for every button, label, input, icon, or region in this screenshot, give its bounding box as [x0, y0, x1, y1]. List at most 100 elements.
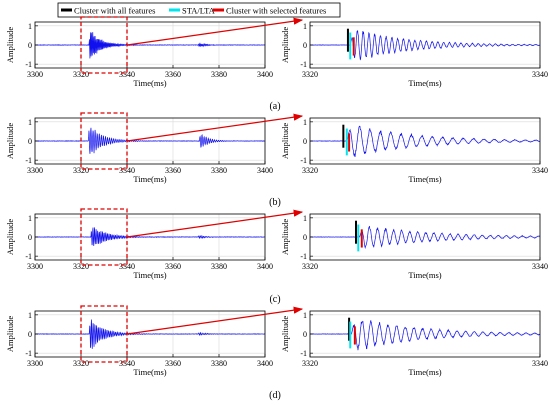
x-axis-label: Time(ms): [408, 367, 441, 377]
y-axis-label: Amplitude: [5, 123, 15, 160]
x-tick-label: 3300: [27, 262, 43, 271]
x-tick-label: 3320: [73, 166, 89, 175]
plot-c-zoom: 3320 3340 -1 0 1 Time(ms) Amplitude: [280, 213, 548, 280]
plot-c-full: 3300 3320 3340 3360 3380 3400 -1 0 1 Time(ms) Ampl…: [5, 208, 304, 280]
y-tick-label: 1: [303, 214, 307, 223]
y-tick-label: 0: [303, 137, 307, 146]
x-tick-label: 3380: [211, 262, 227, 271]
waveform-series: [309, 125, 541, 157]
x-tick-label: 3340: [532, 262, 548, 271]
x-tick-label: 3400: [257, 166, 273, 175]
y-tick-label: 1: [28, 214, 32, 223]
plot-d-full: 3300 3320 3340 3360 3380 3400 -1 0 1 Time(ms) Ampl…: [5, 305, 304, 377]
plot-d-zoom: 3320 3340 -1 0 1 Time(ms) Amplitude: [280, 310, 548, 377]
zoom-arrow: [126, 306, 304, 335]
plot-a-zoom: 3320 3340 -1 0 1 Time(ms) Amplitude: [280, 21, 548, 88]
legend-label-cluster-selected: Cluster with selected features: [226, 6, 326, 16]
y-tick-label: -1: [300, 156, 307, 165]
y-tick-label: -1: [300, 252, 307, 261]
y-tick-label: -1: [300, 349, 307, 358]
x-tick-label: 3380: [211, 166, 227, 175]
x-axis-label: Time(ms): [133, 78, 166, 88]
x-axis-label: Time(ms): [133, 270, 166, 280]
x-axis-label: Time(ms): [408, 174, 441, 184]
y-tick-label: 1: [303, 118, 307, 127]
plot-a-full: 3300 3320 3340 3360 3380 3400 -1 0 1 Time(ms) Ampl…: [5, 16, 304, 88]
y-axis-label: Amplitude: [5, 219, 15, 256]
y-tick-label: 0: [303, 41, 307, 50]
x-axis-label: Time(ms): [408, 78, 441, 88]
x-tick-label: 3400: [257, 70, 273, 79]
waveform-series: [34, 319, 266, 349]
plot-b-full: 3300 3320 3340 3360 3380 3400 -1 0 1 Time(ms) Ampl…: [5, 112, 304, 184]
y-tick-label: 0: [28, 330, 32, 339]
legend: Cluster with all features STA/LTA Cluste…: [57, 2, 341, 18]
x-tick-label: 3320: [302, 166, 318, 175]
x-tick-label: 3340: [532, 359, 548, 368]
x-tick-label: 3400: [257, 359, 273, 368]
y-axis-label: Amplitude: [280, 316, 290, 353]
zoom-arrow: [126, 209, 304, 238]
legend-label-cluster-all: Cluster with all features: [74, 6, 155, 16]
x-tick-label: 3300: [27, 70, 43, 79]
zoom-arrow: [126, 113, 304, 142]
y-tick-label: -1: [25, 349, 32, 358]
x-axis-label: Time(ms): [408, 270, 441, 280]
y-tick-label: 0: [303, 330, 307, 339]
y-axis-label: Amplitude: [280, 219, 290, 256]
waveform-series: [309, 30, 541, 61]
legend-label-sta-lta: STA/LTA: [182, 6, 216, 16]
x-tick-label: 3340: [119, 166, 135, 175]
plot-b-zoom: 3320 3340 -1 0 1 Time(ms) Amplitude: [280, 117, 548, 184]
plots-layer: 3300 3320 3340 3360 3380 3400 -1 0 1 Time(ms) Ampl…: [5, 16, 548, 377]
x-tick-label: 3300: [27, 166, 43, 175]
x-tick-label: 3340: [119, 359, 135, 368]
y-axis-label: Amplitude: [5, 316, 15, 353]
y-tick-label: 1: [303, 22, 307, 31]
y-axis-label: Amplitude: [280, 27, 290, 64]
x-axis-label: Time(ms): [133, 174, 166, 184]
x-tick-label: 3380: [211, 70, 227, 79]
x-tick-label: 3320: [73, 359, 89, 368]
panel-caption-b: (b): [269, 197, 281, 208]
zoom-arrow: [126, 17, 304, 46]
x-tick-label: 3320: [73, 262, 89, 271]
x-tick-label: 3320: [302, 262, 318, 271]
waveform-series: [309, 320, 541, 351]
panel-caption-c: (c): [269, 294, 280, 305]
panel-caption-d: (d): [269, 390, 281, 401]
x-axis-label: Time(ms): [133, 367, 166, 377]
y-tick-label: 0: [28, 233, 32, 242]
x-tick-label: 3340: [119, 262, 135, 271]
y-tick-label: -1: [25, 252, 32, 261]
y-axis-label: Amplitude: [280, 123, 290, 160]
y-tick-label: 1: [28, 311, 32, 320]
y-tick-label: -1: [300, 60, 307, 69]
y-tick-label: 0: [28, 137, 32, 146]
y-tick-label: 1: [28, 22, 32, 31]
x-tick-label: 3340: [532, 166, 548, 175]
y-axis-label: Amplitude: [5, 27, 15, 64]
y-tick-label: 1: [303, 311, 307, 320]
x-tick-label: 3340: [119, 70, 135, 79]
x-tick-label: 3360: [165, 166, 181, 175]
y-tick-label: -1: [25, 60, 32, 69]
x-tick-label: 3320: [73, 70, 89, 79]
x-tick-label: 3380: [211, 359, 227, 368]
waveform-series: [309, 225, 541, 249]
y-tick-label: 0: [28, 41, 32, 50]
waveform-series: [34, 32, 266, 59]
x-tick-label: 3360: [165, 70, 181, 79]
y-tick-label: 0: [303, 233, 307, 242]
waveform-series: [34, 227, 265, 247]
x-tick-label: 3320: [302, 70, 318, 79]
x-tick-label: 3400: [257, 262, 273, 271]
y-tick-label: 1: [28, 118, 32, 127]
x-tick-label: 3300: [27, 359, 43, 368]
x-tick-label: 3360: [165, 262, 181, 271]
x-tick-label: 3340: [532, 70, 548, 79]
x-tick-label: 3320: [302, 359, 318, 368]
x-tick-label: 3360: [165, 359, 181, 368]
